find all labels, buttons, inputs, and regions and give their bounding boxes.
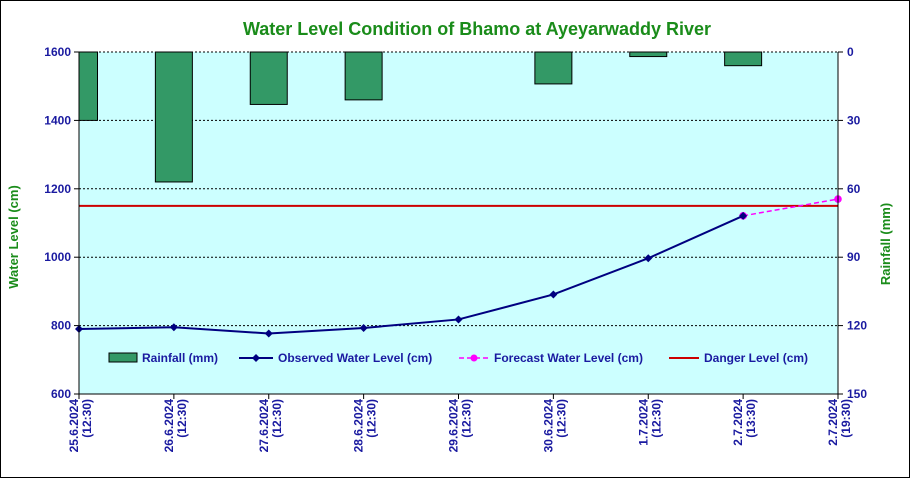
- forecast-series-line: [742, 198, 839, 217]
- y-tick-label: 1200: [44, 182, 71, 196]
- observed-point: [359, 323, 368, 332]
- x-tick-label-time: (12:30): [80, 399, 94, 438]
- x-tick-label-date: 26.6.2024: [162, 399, 176, 453]
- x-tick-label-date: 2.7.2024: [826, 399, 840, 446]
- chart-title: Water Level Condition of Bhamo at Ayeyar…: [243, 19, 711, 39]
- legend-rainfall-label: Rainfall (mm): [142, 351, 218, 365]
- y-tick-label: 1400: [44, 113, 71, 127]
- x-tick-label-date: 25.6.2024: [67, 399, 81, 453]
- observed-point: [169, 323, 178, 332]
- legend-danger-label: Danger Level (cm): [704, 351, 808, 365]
- y2-tick-label: 30: [847, 113, 861, 127]
- observed-point: [454, 315, 463, 324]
- x-tick-label-date: 29.6.2024: [447, 399, 461, 453]
- x-tick-label-time: (12:30): [460, 399, 474, 438]
- observed-point: [644, 254, 653, 263]
- x-tick-label-time: (12:30): [270, 399, 284, 438]
- y-tick-label: 800: [51, 319, 71, 333]
- rainfall-bar: [534, 51, 573, 85]
- observed-point: [739, 211, 748, 220]
- y2-tick-label: 0: [847, 45, 854, 59]
- x-tick-label-date: 28.6.2024: [352, 399, 366, 453]
- rainfall-bar: [344, 51, 383, 101]
- rainfall-bar: [724, 51, 763, 67]
- rainfall-bar: [629, 51, 668, 58]
- y2-axis-title: Rainfall (mm): [878, 203, 893, 285]
- y-tick-label: 600: [51, 387, 71, 401]
- legend-observed-label: Observed Water Level (cm): [278, 351, 432, 365]
- y-axis-title: Water Level (cm): [6, 185, 21, 289]
- x-tick-label-time: (12:30): [554, 399, 568, 438]
- y2-tick-label: 60: [847, 182, 861, 196]
- plot-area: 1600 1400 1200 1000 800 600 0 30 60 90 120 150 25.6.…: [44, 45, 867, 452]
- y-tick-label: 1000: [44, 250, 71, 264]
- x-tick-label-time: (12:30): [175, 399, 189, 438]
- y-tick-label: 1600: [44, 45, 71, 59]
- legend-forecast-marker: [470, 354, 478, 362]
- x-tick-label-date: 2.7.2024: [731, 399, 745, 446]
- x-tick-label-date: 27.6.2024: [257, 399, 271, 453]
- y2-tick-label: 90: [847, 250, 861, 264]
- legend-forecast-label: Forecast Water Level (cm): [494, 351, 643, 365]
- observed-point: [549, 290, 558, 299]
- x-tick-label-time: (13:30): [744, 399, 758, 438]
- rainfall-bar: [78, 51, 98, 121]
- x-tick-label-time: (19:30): [839, 399, 853, 438]
- x-tick-label-date: 1.7.2024: [636, 399, 650, 446]
- legend-rainfall-swatch: [108, 352, 138, 363]
- x-tick-label-time: (12:30): [649, 399, 663, 438]
- rainfall-bar: [154, 51, 193, 183]
- rainfall-bar: [249, 51, 288, 105]
- x-tick-label-time: (12:30): [365, 399, 379, 438]
- y2-tick-label: 120: [847, 319, 867, 333]
- observed-point: [264, 329, 273, 338]
- observed-series-line: [78, 214, 744, 335]
- plot-background: [79, 52, 838, 394]
- y2-tick-label: 150: [847, 387, 867, 401]
- x-tick-label-date: 30.6.2024: [541, 399, 555, 453]
- legend-observed-marker: [252, 354, 260, 362]
